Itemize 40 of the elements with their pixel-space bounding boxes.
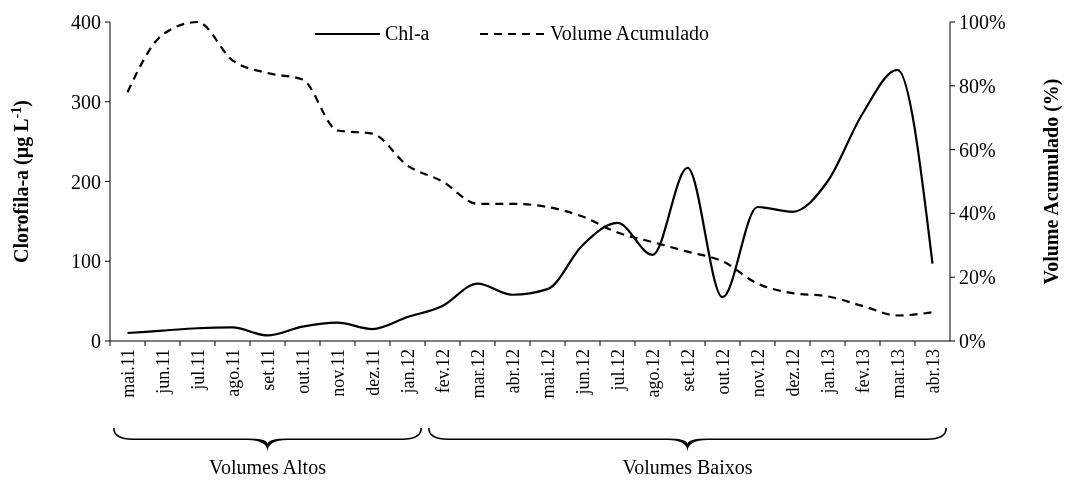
y-tick-label: 400: [71, 11, 101, 33]
y-tick-label: 0: [91, 330, 101, 352]
y2-axis-title: Volume Acumulado (%): [1040, 78, 1063, 285]
y2-tick-label: 0%: [959, 330, 986, 352]
x-tick-label: dez.12: [782, 349, 803, 397]
y-tick-label: 100: [71, 250, 101, 273]
y2-tick-label: 80%: [959, 74, 996, 97]
x-tick-label: set.12: [677, 349, 698, 392]
x-tick-label: jan.12: [397, 349, 418, 395]
y2-tick-label: 60%: [959, 138, 996, 161]
y2-tick-label: 20%: [959, 266, 996, 289]
x-tick-label: out.11: [292, 349, 313, 394]
x-tick-label: out.12: [712, 349, 733, 395]
y-tick-label: 300: [71, 90, 101, 113]
x-tick-label: set.11: [257, 349, 278, 391]
x-tick-label: fev.12: [432, 349, 453, 394]
x-tick-label: mai.12: [537, 349, 558, 399]
text: Volumes Altos: [209, 456, 327, 478]
x-tick-label: jun.12: [572, 349, 593, 396]
x-tick-label: jul.12: [607, 349, 628, 392]
x-tick-label: mai.11: [117, 349, 138, 398]
x-tick-label: ago.11: [222, 349, 243, 397]
y2-tick-label: 40%: [959, 202, 996, 225]
text: Volumes Baixos: [622, 456, 753, 478]
x-tick-label: jan.13: [817, 349, 838, 395]
x-tick-label: fev.13: [852, 349, 873, 394]
x-tick-label: nov.12: [747, 349, 768, 398]
x-tick-label: nov.11: [327, 349, 348, 397]
x-tick-label: mar.13: [887, 349, 908, 399]
y-tick-label: 200: [71, 170, 101, 193]
x-tick-label: dez.11: [362, 349, 383, 396]
x-tick-label: ago.12: [642, 349, 663, 398]
x-tick-label: abr.12: [502, 349, 523, 394]
y2-tick-label: 100%: [959, 11, 1006, 33]
x-tick-label: abr.13: [922, 349, 943, 394]
legend-label: Volume Acumulado: [550, 22, 710, 44]
legend-label: Chl-a: [385, 22, 430, 44]
x-tick-label: mar.12: [467, 349, 488, 399]
x-tick-label: jun.11: [152, 349, 173, 395]
x-tick-label: jul.11: [187, 349, 208, 391]
